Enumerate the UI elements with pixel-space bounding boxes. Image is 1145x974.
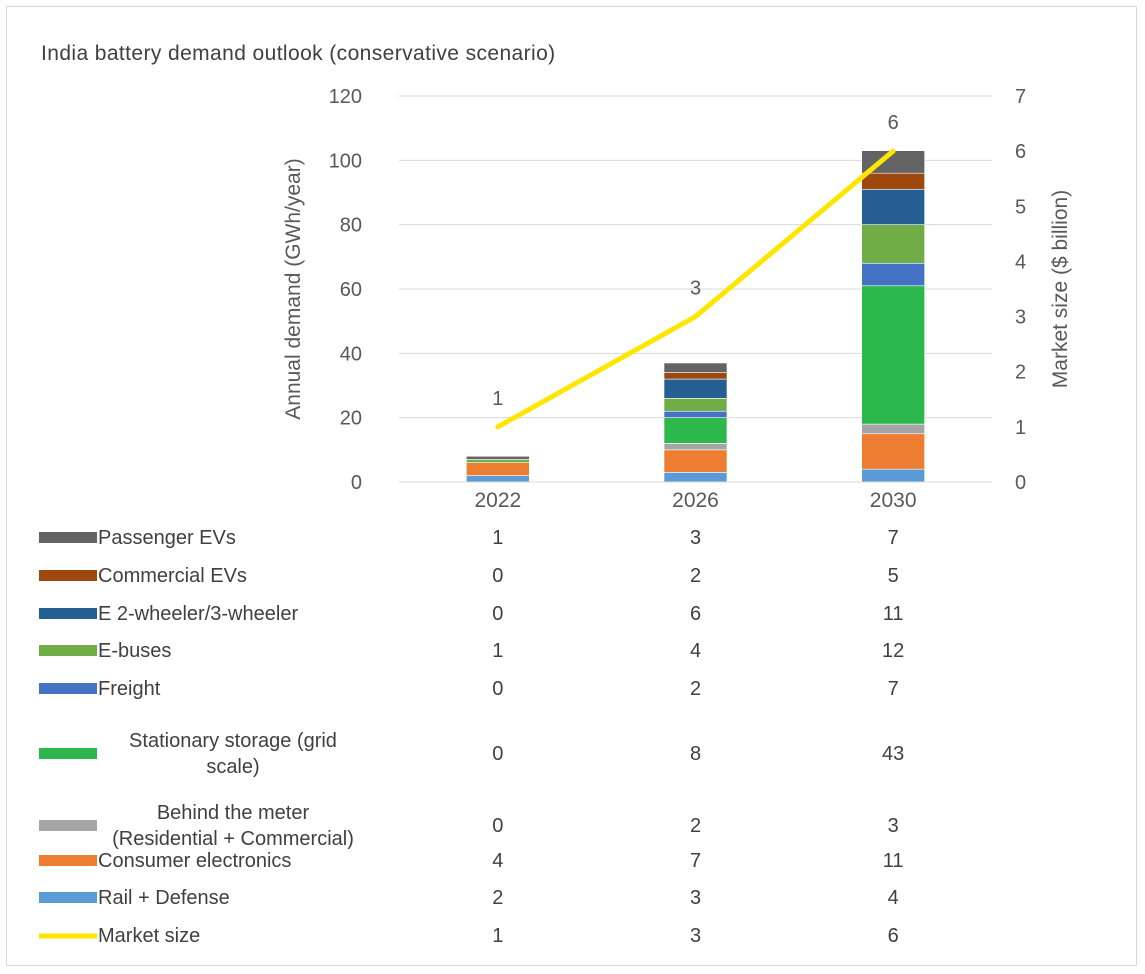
table-cell-market-size: 3 [690,925,701,947]
legend-marker-consumer-electronics [39,855,97,866]
chart-frame: India battery demand outlook (conservati… [6,6,1137,966]
table-cell-rail-defense: 3 [690,887,701,909]
legend-label-market-size: Market size [98,925,200,947]
legend-marker-passenger-evs [39,532,97,543]
legend-label-freight: Freight [98,678,161,700]
y-tick-label: 100 [329,150,362,172]
bar-e-2-wheeler-3-wheeler-2026 [663,378,728,399]
bar-behind-the-meter-residential-commercial-2026 [663,443,728,451]
table-cell-freight: 2 [690,678,701,700]
legend-marker-e-buses [39,645,97,656]
legend-label-behind-the-meter-residential-commercial: Behind the meter [157,802,310,824]
chart-title: India battery demand outlook (conservati… [41,42,556,65]
bar-freight-2026 [663,410,728,418]
table-cell-stationary-storage-grid-scale: 43 [882,743,904,765]
legend-label-e-2-wheeler-3-wheeler: E 2-wheeler/3-wheeler [98,603,298,625]
legend-marker-rail-defense [39,892,97,903]
bar-e-2-wheeler-3-wheeler-2030 [861,188,925,225]
bar-stationary-storage-grid-scale-2030 [861,285,925,425]
legend-label-rail-defense: Rail + Defense [98,887,230,909]
legend-marker-stationary-storage-grid-scale [39,748,97,759]
y2-tick-label: 7 [1015,86,1026,108]
bar-consumer-electronics-2030 [861,433,925,470]
legend-label-commercial-evs: Commercial EVs [98,565,247,587]
y-axis-title: Annual demand (GWh/year) [282,158,305,419]
table-cell-passenger-evs: 1 [492,527,503,549]
bar-consumer-electronics-2026 [663,449,728,473]
legend-marker-commercial-evs [39,570,97,581]
legend-label-behind-the-meter-residential-commercial: (Residential + Commercial) [112,828,354,850]
legend-label-stationary-storage-grid-scale: Stationary storage (grid [129,730,337,752]
bar-behind-the-meter-residential-commercial-2030 [861,423,925,435]
table-cell-commercial-evs: 0 [492,565,503,587]
legend-label-e-buses: E-buses [98,640,171,662]
data-label-market-size: 3 [690,278,701,300]
table-cell-passenger-evs: 3 [690,527,701,549]
legend-marker-freight [39,683,97,694]
table-cell-consumer-electronics: 7 [690,850,701,872]
bar-consumer-electronics-2022 [466,462,530,476]
table-cell-stationary-storage-grid-scale: 8 [690,743,701,765]
y-tick-label: 80 [340,215,362,237]
y2-axis-title: Market size ($ billion) [1049,190,1072,388]
table-cell-e-buses: 1 [492,640,503,662]
data-label-market-size: 6 [888,112,899,134]
table-cell-market-size: 6 [888,925,899,947]
y2-tick-label: 6 [1015,141,1026,163]
y2-tick-label: 4 [1015,251,1026,273]
bar-e-buses-2026 [663,398,728,412]
table-cell-rail-defense: 4 [888,887,899,909]
table-cell-behind-the-meter-residential-commercial: 0 [492,815,503,837]
legend-label-passenger-evs: Passenger EVs [98,527,236,549]
bar-commercial-evs-2030 [861,172,925,190]
x-tick-label: 2022 [474,489,521,512]
bar-e-buses-2030 [861,224,925,264]
y-tick-label: 60 [340,279,362,301]
table-cell-rail-defense: 2 [492,887,503,909]
table-cell-stationary-storage-grid-scale: 0 [492,743,503,765]
bar-e-buses-2022 [466,459,530,464]
bar-rail-defense-2022 [466,475,530,483]
table-cell-market-size: 1 [492,925,503,947]
y-tick-label: 40 [340,343,362,365]
bar-stationary-storage-grid-scale-2026 [663,417,728,444]
bar-commercial-evs-2026 [663,372,728,380]
legend-marker-behind-the-meter-residential-commercial [39,820,97,831]
line-market-size [495,148,896,430]
bar-freight-2030 [861,262,925,287]
bar-rail-defense-2026 [663,472,728,483]
table-cell-behind-the-meter-residential-commercial: 3 [888,815,899,837]
bar-passenger-evs-2026 [663,362,728,373]
data-label-market-size: 1 [492,388,503,410]
y-tick-label: 20 [340,408,362,430]
y-tick-label: 120 [329,86,362,108]
table-cell-commercial-evs: 2 [690,565,701,587]
table-cell-e-2-wheeler-3-wheeler: 0 [492,603,503,625]
y-tick-label: 0 [351,472,362,494]
table-cell-commercial-evs: 5 [888,565,899,587]
table-cell-freight: 0 [492,678,503,700]
x-tick-label: 2030 [870,489,917,512]
y2-tick-label: 5 [1015,196,1026,218]
table-cell-e-2-wheeler-3-wheeler: 6 [690,603,701,625]
y2-tick-label: 3 [1015,307,1026,329]
table-cell-consumer-electronics: 4 [492,850,503,872]
table-cell-e-2-wheeler-3-wheeler: 11 [883,603,904,625]
legend-marker-e-2-wheeler-3-wheeler [39,608,97,619]
x-tick-label: 2026 [672,489,719,512]
legend-label-consumer-electronics: Consumer electronics [98,850,291,872]
table-cell-consumer-electronics: 11 [883,850,904,872]
table-cell-e-buses: 12 [882,640,904,662]
legend-label-stationary-storage-grid-scale: scale) [206,756,259,778]
y2-tick-label: 2 [1015,362,1026,384]
bar-passenger-evs-2022 [466,455,530,460]
table-cell-behind-the-meter-residential-commercial: 2 [690,815,701,837]
y2-tick-label: 0 [1015,472,1026,494]
table-cell-passenger-evs: 7 [888,527,899,549]
table-cell-e-buses: 4 [690,640,701,662]
bar-rail-defense-2030 [861,468,925,483]
y2-tick-label: 1 [1015,417,1026,439]
table-cell-freight: 7 [888,678,899,700]
